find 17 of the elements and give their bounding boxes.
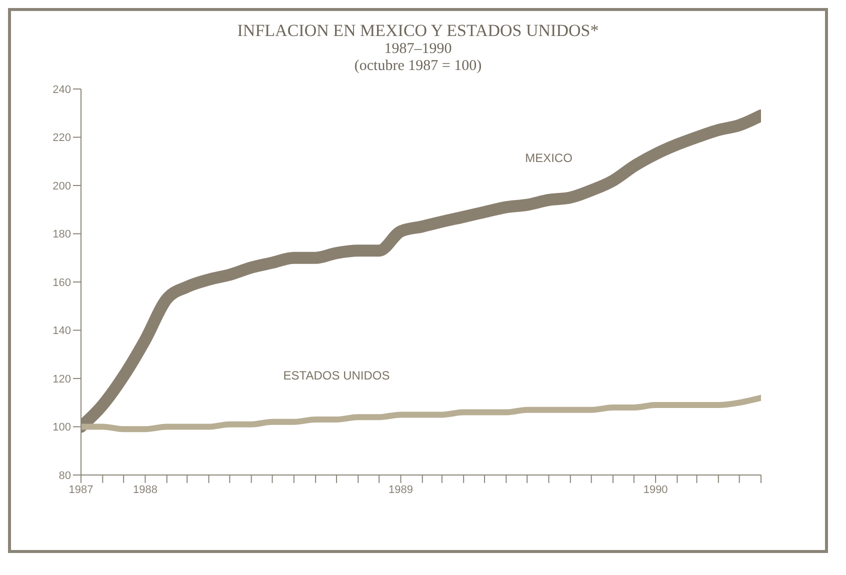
chart-title: INFLACION EN MEXICO Y ESTADOS UNIDOS* xyxy=(236,21,600,41)
x-tick-label: 1990 xyxy=(643,484,668,496)
text: ESTADOS UNIDOS xyxy=(283,368,390,383)
x-tick-label: 1988 xyxy=(132,484,158,496)
y-tick-label: 100 xyxy=(52,422,71,434)
x-tick-label: 1987 xyxy=(68,484,94,496)
y-tick-label: 240 xyxy=(52,84,71,96)
y-tick-label: 220 xyxy=(52,132,71,144)
y-tick-label: 180 xyxy=(52,228,71,241)
chart-subtitle: 1987–1990 (octubre 1987 = 100) xyxy=(353,41,483,75)
text: MEXICO xyxy=(525,150,572,165)
y-tick-label: 160 xyxy=(52,276,71,289)
y-tick-label: 200 xyxy=(52,180,71,192)
y-tick-label: 80 xyxy=(58,470,71,482)
y-tick-label: 120 xyxy=(52,373,71,386)
x-tick-label: 1989 xyxy=(388,484,413,496)
y-tick-label: 140 xyxy=(52,325,71,338)
